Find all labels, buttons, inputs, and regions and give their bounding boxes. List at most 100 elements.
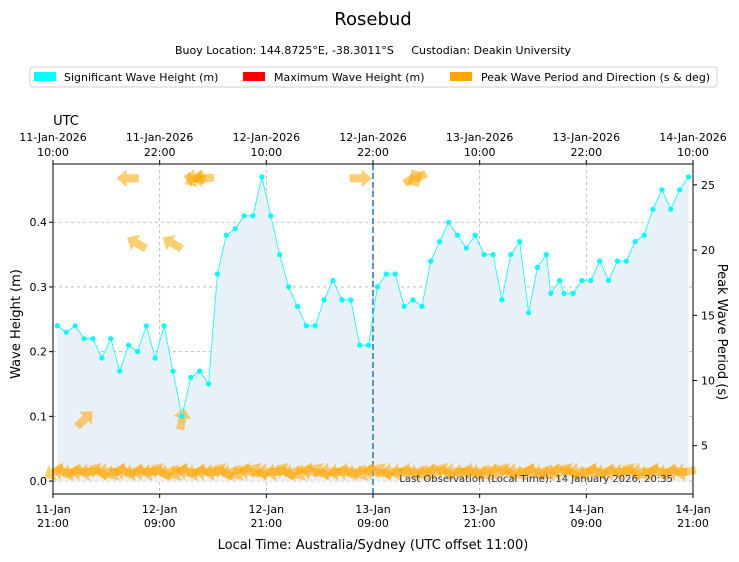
sig-wave-height-point — [641, 232, 647, 238]
sig-wave-height-point — [357, 342, 363, 348]
sig-wave-height-point — [517, 239, 523, 245]
sig-wave-height-points — [54, 174, 692, 419]
y2-tick-label: 25 — [701, 179, 715, 192]
legend-label-peak: Peak Wave Period and Direction (s & deg) — [481, 71, 710, 84]
sig-wave-height-point — [446, 219, 452, 225]
sig-wave-height-point — [508, 252, 514, 258]
peak-arrow-low — [300, 462, 324, 481]
peak-arrow — [192, 169, 215, 188]
sig-wave-height-point — [419, 303, 425, 309]
peak-arrow-shape — [362, 462, 386, 481]
peak-arrow-shape — [470, 464, 493, 481]
x-tick-label-date: 13-Jan — [462, 503, 498, 516]
sig-wave-height-point — [63, 329, 69, 335]
sig-wave-height-point — [597, 258, 603, 264]
last-observation-label: Last Observation (Local Time): 14 Januar… — [399, 474, 673, 485]
sig-wave-height-point — [454, 232, 460, 238]
sig-wave-height-point — [383, 271, 389, 277]
peak-arrow-shape — [407, 169, 429, 188]
utc-tick-label-date: 11-Jan-2026 — [19, 131, 87, 144]
y-tick-label: 0.4 — [30, 216, 48, 229]
sig-wave-height-point — [134, 349, 140, 355]
sig-wave-height-point — [534, 264, 541, 271]
peak-arrow-low — [283, 464, 306, 481]
sig-wave-height-point — [606, 277, 612, 284]
peak-arrow-shape — [159, 464, 182, 481]
sig-wave-height-point — [677, 187, 683, 193]
x-tick-label-time: 21:00 — [250, 517, 282, 530]
peak-arrow — [127, 234, 149, 253]
sig-wave-height-point — [81, 336, 87, 342]
peak-arrow-shape — [505, 462, 527, 481]
sig-wave-height-point — [472, 232, 478, 238]
legend-frame — [29, 66, 718, 88]
peak-arrow-shape — [283, 464, 306, 481]
sig-wave-height-point — [650, 206, 656, 212]
x-tick-label-date: 12-Jan — [142, 503, 178, 516]
sig-wave-height-point — [214, 271, 220, 277]
sig-wave-height-point — [161, 323, 167, 329]
sig-wave-height-point — [72, 323, 78, 329]
sig-wave-height-point — [303, 323, 309, 329]
sig-wave-height-point — [570, 290, 576, 296]
sig-wave-height-point — [259, 174, 265, 180]
peak-arrow — [349, 169, 372, 188]
sig-wave-height-point — [241, 213, 247, 219]
utc-axis-label: UTC — [53, 114, 79, 129]
peak-arrow-shape — [532, 464, 555, 481]
utc-tick-label-time: 22:00 — [570, 146, 602, 159]
sig-wave-height-point — [294, 303, 300, 309]
peak-arrow-shape — [173, 407, 192, 431]
y-tick-label: 0.2 — [30, 346, 48, 359]
sig-wave-height-point — [588, 277, 594, 284]
sig-wave-height-point — [428, 258, 434, 264]
y2-axis-label: Peak Wave Period (s) — [714, 264, 729, 400]
sig-wave-height-point — [437, 239, 443, 245]
sig-wave-height-point — [268, 213, 274, 219]
utc-tick-label-time: 10:00 — [677, 146, 709, 159]
peak-arrow — [116, 169, 139, 188]
peak-arrow-shape — [162, 234, 184, 253]
sig-wave-height-point — [410, 297, 416, 303]
sig-wave-height-point — [170, 368, 176, 374]
sig-wave-height-point — [54, 323, 61, 329]
sig-wave-height-point — [286, 284, 292, 290]
sig-wave-height-point — [374, 284, 380, 290]
x-tick-label-date: 14-Jan — [569, 503, 605, 516]
y-tick-label: 0.0 — [30, 475, 48, 488]
x-tick-label-time: 21:00 — [464, 517, 496, 530]
sig-wave-height-point — [90, 336, 96, 342]
y-tick-label: 0.1 — [30, 410, 48, 423]
utc-tick-label-time: 22:00 — [144, 146, 176, 159]
sig-wave-height-point — [401, 303, 407, 309]
peak-arrow-shape — [349, 169, 372, 188]
sig-wave-height-point — [117, 368, 123, 374]
peak-arrow-low — [532, 464, 555, 481]
peak-arrow-low — [470, 464, 493, 481]
y-axis-label: Wave Height (m) — [9, 269, 24, 379]
sig-wave-height-point — [99, 355, 105, 361]
sig-wave-height-point — [179, 413, 185, 419]
legend-label-max: Maximum Wave Height (m) — [274, 71, 425, 84]
peak-arrow-low — [629, 462, 652, 481]
utc-tick-label-date: 14-Jan-2026 — [659, 131, 727, 144]
chart-subtitle: Buoy Location: 144.8725°E, -38.3011°S Cu… — [175, 44, 572, 57]
peak-arrow-shape — [407, 464, 430, 481]
sig-wave-height-point — [659, 187, 665, 193]
peak-arrow-shape — [238, 462, 261, 481]
peak-arrow-low — [345, 464, 368, 481]
sig-wave-height-point — [463, 245, 469, 251]
sig-wave-height-point — [206, 381, 212, 387]
utc-tick-label-time: 10:00 — [37, 146, 69, 159]
sig-wave-height-point — [277, 252, 283, 258]
utc-tick-label-date: 12-Jan-2026 — [233, 131, 301, 144]
legend: Significant Wave Height (m) Maximum Wave… — [29, 66, 718, 88]
sig-wave-height-point — [197, 368, 203, 374]
sig-wave-height-point — [321, 297, 327, 303]
utc-tick-label-date: 13-Jan-2026 — [446, 131, 514, 144]
sig-wave-height-point — [623, 258, 629, 264]
sig-wave-height-point — [188, 374, 194, 381]
sig-wave-height-point — [152, 355, 158, 361]
y2-tick-label: 20 — [701, 244, 715, 257]
